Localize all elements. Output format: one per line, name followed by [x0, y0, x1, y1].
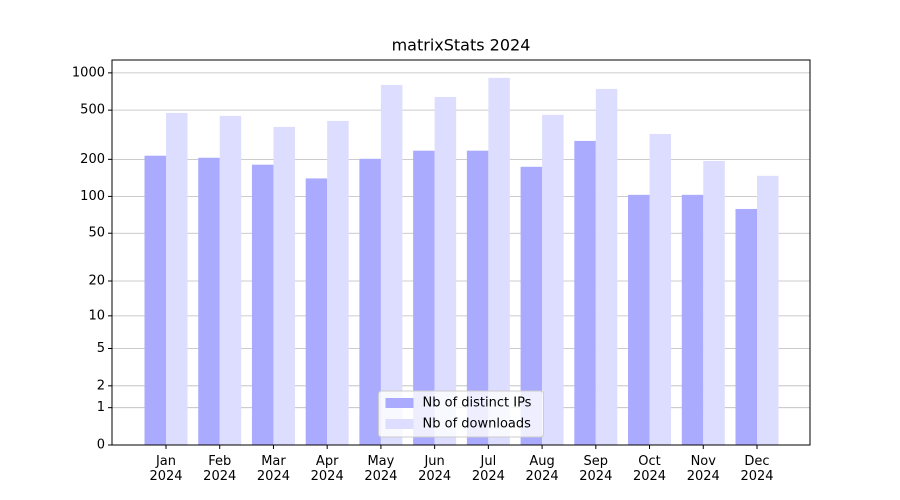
x-tick-label: Oct 2024	[632, 454, 667, 484]
y-tick-label: 10	[88, 308, 105, 323]
y-tick-label: 2	[97, 378, 105, 393]
y-tick-label: 5	[97, 341, 105, 356]
y-tick-label: 1000	[72, 65, 105, 80]
chart-title: matrixStats 2024	[392, 36, 531, 55]
bar	[273, 126, 295, 445]
legend-label: Nb of distinct IPs	[423, 396, 532, 411]
bar	[219, 115, 242, 445]
y-tick-label: 1	[97, 400, 105, 415]
x-tick-label: Apr 2024	[310, 454, 344, 484]
bar	[359, 158, 381, 446]
bar	[144, 155, 166, 445]
y-tick-label: 100	[80, 189, 105, 204]
bar	[488, 77, 510, 446]
x-tick-label: Jul 2024	[471, 454, 505, 484]
bar	[681, 194, 704, 445]
y-tick-label: 200	[80, 152, 105, 167]
x-tick-label: Sep 2024	[579, 454, 613, 484]
bar	[327, 120, 349, 446]
x-tick-label: Jun 2024	[418, 454, 452, 484]
bar	[735, 208, 757, 445]
bar	[542, 114, 564, 446]
legend: Nb of distinct IPs Nb of downloads	[378, 390, 544, 438]
bar	[413, 150, 435, 445]
bar	[434, 96, 457, 445]
x-tick-label: May 2024	[364, 454, 398, 484]
bar	[649, 133, 672, 446]
bar	[628, 194, 650, 445]
bar	[380, 84, 403, 445]
x-tick-label: Feb 2024	[203, 454, 237, 484]
x-tick-label: Nov 2024	[686, 454, 720, 484]
bar	[757, 175, 779, 445]
bar	[703, 160, 725, 446]
x-tick-label: Mar 2024	[256, 454, 290, 484]
legend-swatch	[385, 398, 414, 408]
bar	[466, 150, 489, 445]
bar	[595, 88, 618, 445]
y-tick-label: 0	[97, 438, 105, 453]
y-tick-label: 500	[80, 103, 105, 118]
bar	[166, 112, 188, 446]
legend-label: Nb of downloads	[423, 417, 532, 432]
bar	[198, 157, 220, 445]
bar	[574, 140, 596, 446]
axes-frame	[111, 59, 811, 446]
legend-swatch	[385, 419, 414, 429]
legend-box	[378, 390, 544, 438]
x-tick-label: Dec 2024	[740, 454, 774, 484]
x-tick-label: Jan 2024	[149, 454, 183, 484]
y-tick-label: 50	[88, 226, 105, 241]
bar	[251, 164, 274, 445]
bar	[520, 166, 543, 445]
x-tick-label: Aug 2024	[525, 454, 559, 484]
bar	[305, 178, 328, 445]
y-tick-label: 20	[88, 274, 105, 289]
